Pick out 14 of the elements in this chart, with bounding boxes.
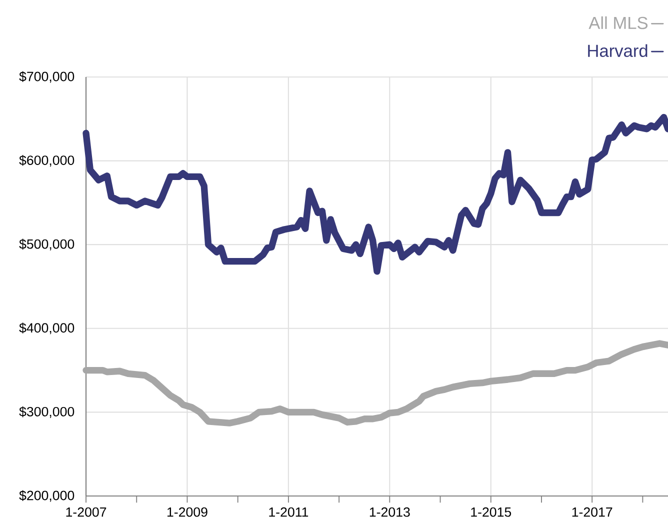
x-tick-label: 1-2017	[572, 507, 612, 517]
y-tick-label: $200,000	[19, 490, 74, 502]
x-tick-label: 1-2009	[167, 507, 208, 517]
x-tick-label: 1-2015	[471, 507, 512, 517]
y-tick-label: $400,000	[19, 322, 74, 334]
y-tick-label: $700,000	[19, 71, 74, 83]
y-tick-label: $500,000	[19, 238, 74, 250]
y-tick-label: $600,000	[19, 155, 74, 167]
y-tick-label: $300,000	[19, 406, 74, 418]
x-tick-label: 1-2013	[370, 507, 410, 517]
legend-label: All MLS	[588, 16, 648, 30]
x-tick-label: 1-2007	[66, 507, 106, 517]
x-tick-label: 1-2011	[269, 507, 308, 517]
legend-label: Harvard	[588, 44, 648, 57]
